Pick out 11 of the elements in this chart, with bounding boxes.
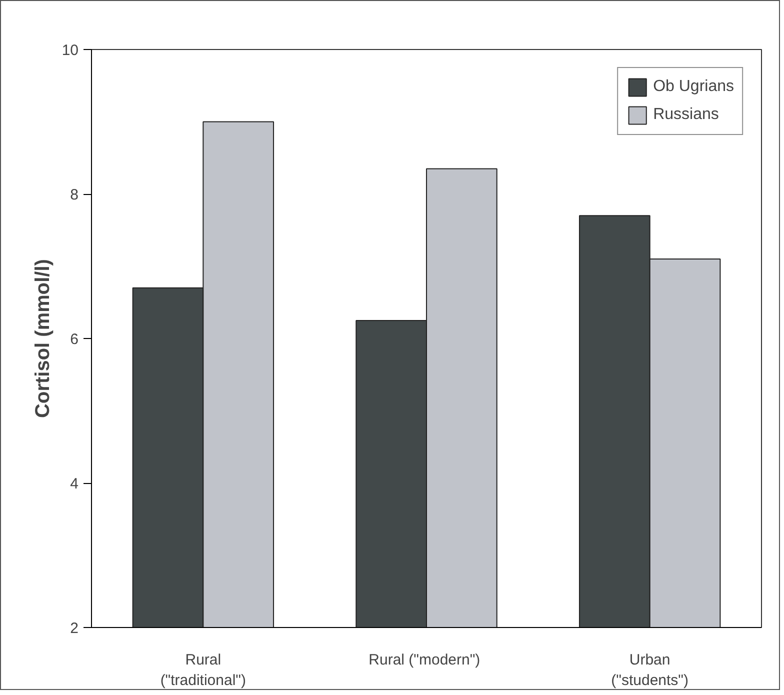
x-tick-label: Urban ("students"): [611, 652, 689, 689]
y-tick-label: 8: [70, 186, 78, 204]
legend-label: Ob Ugrians: [653, 78, 734, 96]
y-tick-label: 4: [70, 476, 78, 492]
legend-label: Russians: [653, 106, 719, 124]
y-tick-label: 2: [70, 620, 78, 637]
x-tick-label: Rural ("modern"): [368, 652, 480, 668]
y-axis-title: Cortisol (mmol/l): [32, 259, 54, 418]
y-tick-label: 6: [70, 331, 78, 348]
y-tick-label: 10: [62, 42, 79, 59]
x-tick-label: Rural ("traditional"): [160, 652, 246, 689]
